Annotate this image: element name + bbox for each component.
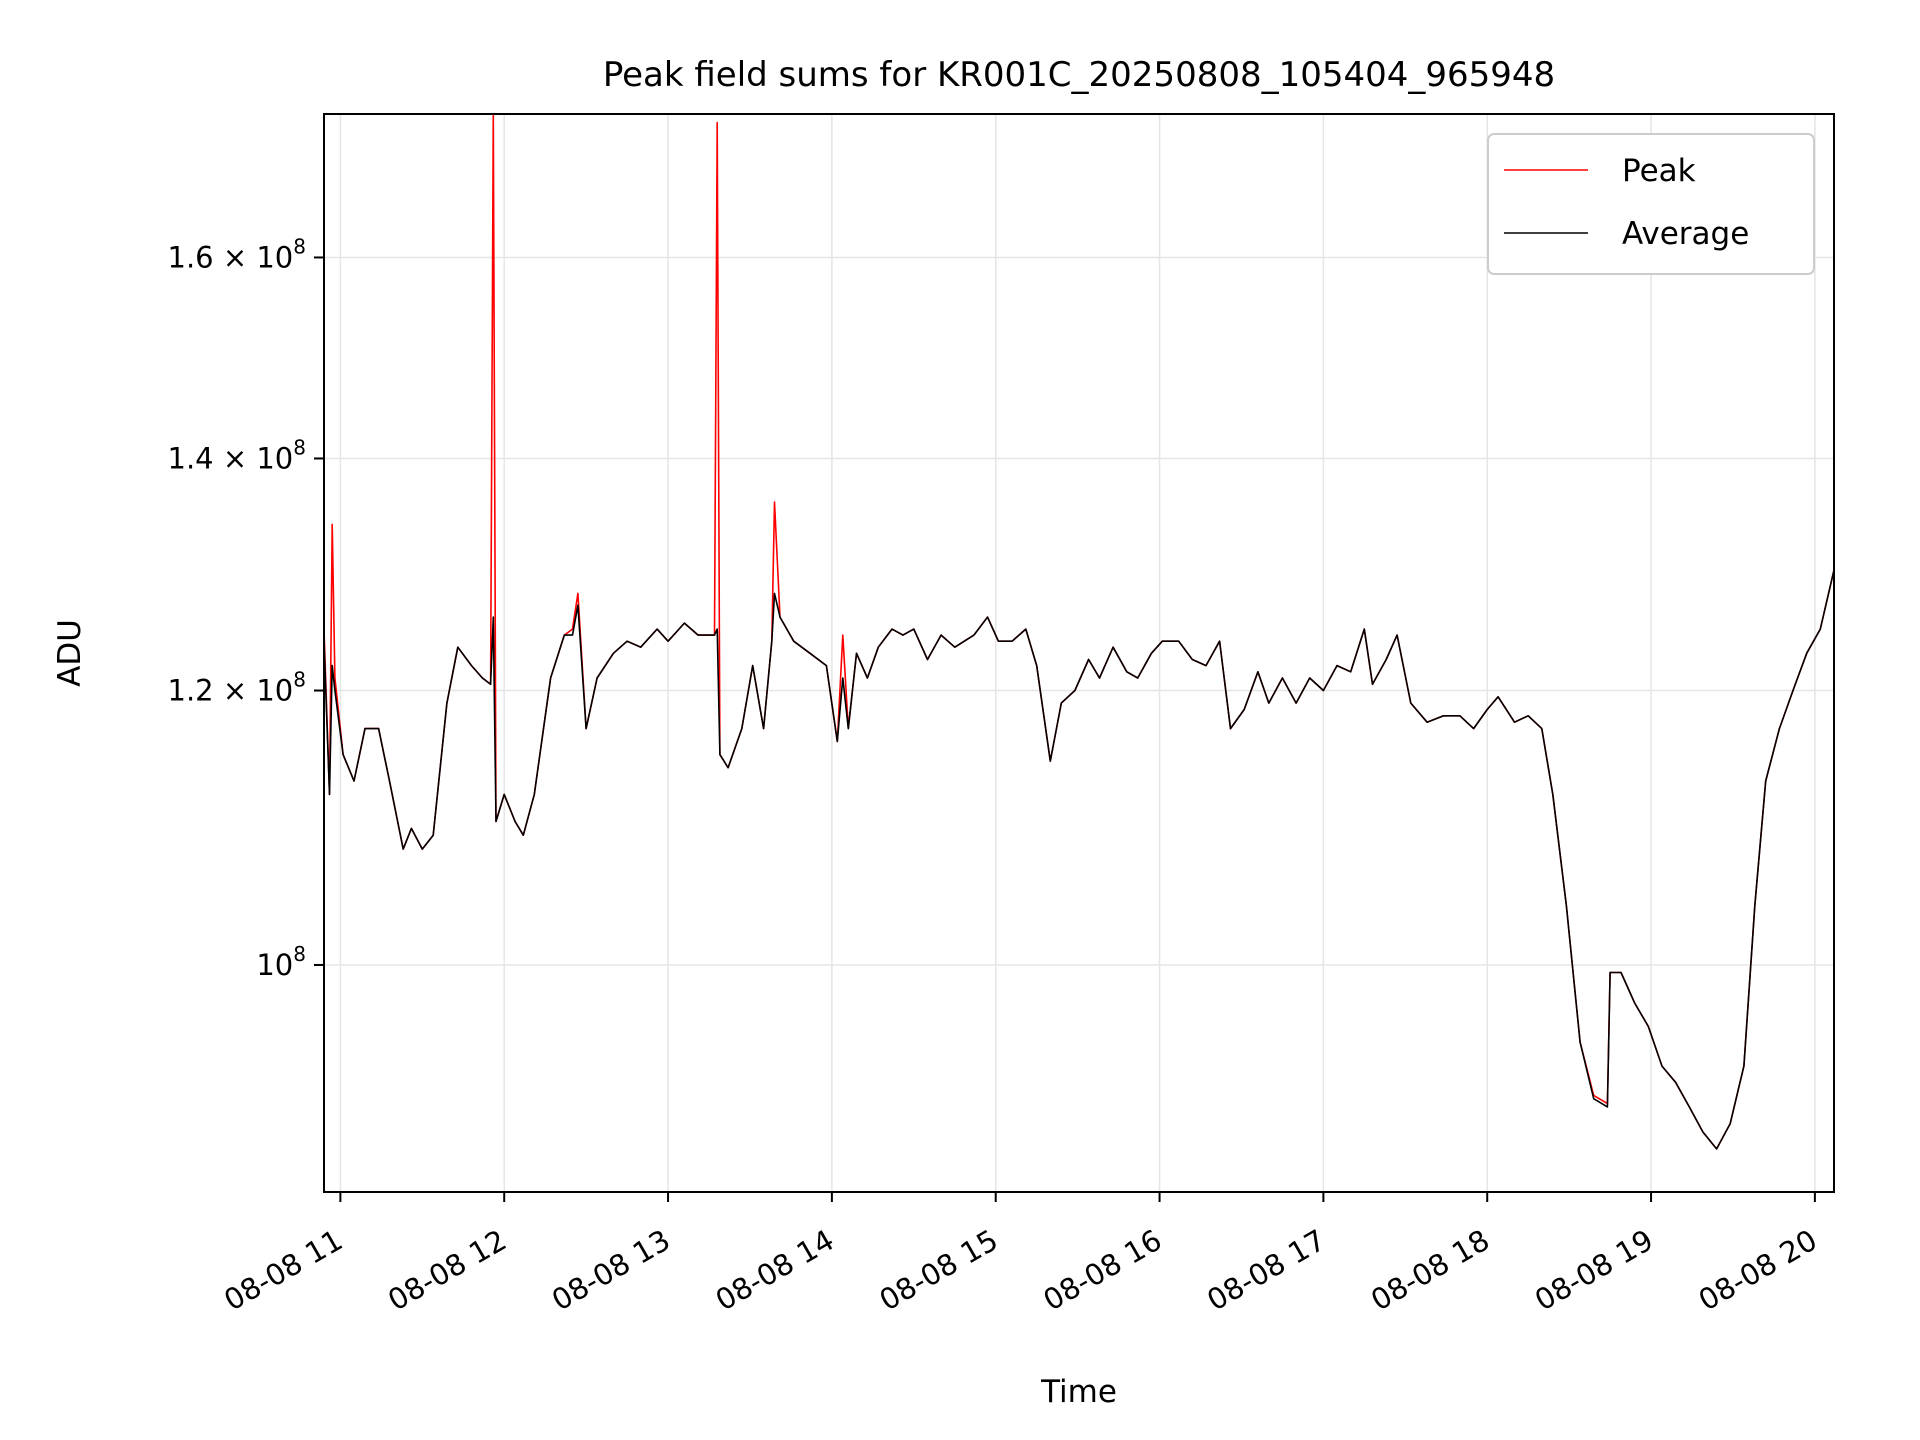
plot-frame <box>323 113 1835 1193</box>
y-tick-label: 1.2 × 108 <box>168 668 307 708</box>
chart-title: Peak field sums for KR001C_20250808_1054… <box>603 55 1555 95</box>
y-axis: 108 1.2 × 108 1.4 × 108 1.6 × 108 <box>168 234 324 982</box>
legend-label-average: Average <box>1622 216 1749 252</box>
y-tick-label: 1.4 × 108 <box>168 435 307 475</box>
plot-area <box>324 114 1834 1192</box>
series-line-average <box>324 569 1834 1150</box>
grid <box>324 114 1834 1192</box>
legend: Peak Average <box>1487 133 1815 275</box>
y-tick-label: 108 <box>256 942 306 982</box>
x-axis-label: Time <box>1040 1374 1117 1410</box>
legend-label-peak: Peak <box>1622 153 1696 189</box>
series-layer <box>324 114 1834 1150</box>
y-tick-label: 1.6 × 108 <box>168 234 307 274</box>
legend-box <box>1487 133 1815 275</box>
y-axis-label: ADU <box>52 619 88 687</box>
